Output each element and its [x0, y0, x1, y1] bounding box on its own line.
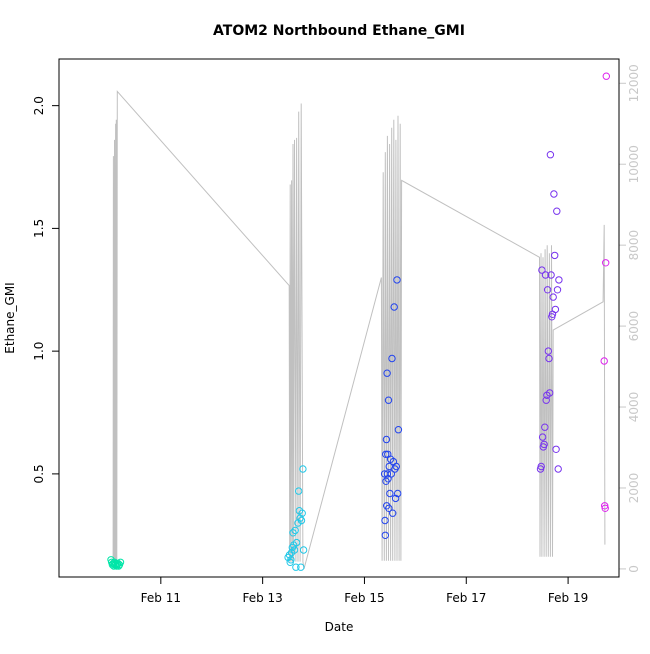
- data-point: [538, 433, 547, 441]
- data-point: [394, 489, 402, 498]
- data-point: [549, 293, 557, 301]
- data-point: [393, 276, 401, 284]
- data-point: [601, 504, 609, 512]
- data-point: [553, 207, 561, 215]
- data-point: [543, 286, 552, 294]
- series-1: [107, 556, 125, 570]
- x-tick-label: Feb 15: [344, 591, 384, 605]
- series-4: [536, 151, 563, 473]
- data-point: [542, 396, 550, 404]
- x-tick-label: Feb 17: [446, 591, 486, 605]
- x-tick-label: Feb 19: [548, 591, 588, 605]
- data-point: [602, 72, 610, 80]
- y2-tick-label: 6000: [627, 311, 641, 342]
- data-point: [115, 562, 123, 570]
- data-point: [541, 423, 549, 431]
- data-point: [295, 487, 303, 495]
- data-point: [540, 440, 548, 449]
- x-tick-label: Feb 13: [242, 591, 282, 605]
- data-point: [381, 531, 389, 539]
- data-point: [292, 563, 300, 571]
- data-point: [554, 465, 562, 473]
- data-point: [550, 190, 558, 198]
- data-point: [382, 435, 391, 444]
- data-point: [388, 354, 396, 363]
- altitude-line: [112, 90, 606, 570]
- data-point: [394, 426, 403, 434]
- data-point: [551, 305, 560, 314]
- data-point: [383, 502, 391, 510]
- y2-tick-label: 2000: [627, 473, 641, 504]
- y-tick-label: 0.5: [32, 464, 46, 483]
- data-point: [602, 259, 610, 267]
- data-point: [552, 445, 560, 453]
- data-point: [285, 551, 294, 559]
- data-point: [292, 538, 301, 547]
- data-point: [545, 354, 553, 363]
- data-point: [390, 303, 398, 311]
- points-layer: [107, 72, 610, 571]
- series-5: [600, 72, 610, 512]
- data-point: [287, 556, 295, 564]
- data-point: [541, 271, 550, 279]
- y2-tick-label: 0: [627, 565, 641, 573]
- data-point: [553, 286, 562, 294]
- data-point: [289, 529, 297, 537]
- data-point: [297, 516, 306, 525]
- data-point: [551, 251, 559, 260]
- data-point: [297, 563, 305, 571]
- data-point: [382, 450, 390, 458]
- data-point: [544, 347, 552, 355]
- y-tick-label: 1.5: [32, 219, 46, 238]
- y2-tick-label: 12000: [627, 64, 641, 102]
- data-point: [382, 477, 390, 485]
- data-point: [385, 504, 393, 512]
- y2-tick-label: 10000: [627, 145, 641, 183]
- data-point: [290, 546, 299, 554]
- y-axis-label: Ethane_GMI: [3, 282, 17, 353]
- series-2: [284, 465, 308, 571]
- altitude-layer: [112, 90, 606, 570]
- x-axis-label: Date: [325, 620, 354, 634]
- chart-title: ATOM2 Northbound Ethane_GMI: [213, 23, 465, 39]
- data-point: [384, 396, 393, 404]
- y-tick-label: 2.0: [32, 96, 46, 115]
- data-point: [555, 276, 563, 284]
- data-point: [298, 509, 306, 517]
- y-tick-label: 1.0: [32, 342, 46, 361]
- data-point: [291, 526, 299, 535]
- data-point: [538, 266, 546, 274]
- data-point: [299, 465, 307, 473]
- data-point: [383, 369, 391, 377]
- data-point: [546, 151, 555, 159]
- data-point: [299, 546, 308, 554]
- series-3: [380, 276, 403, 539]
- data-point: [383, 470, 392, 478]
- data-point: [537, 462, 545, 471]
- y2-tick-label: 8000: [627, 230, 641, 261]
- data-point: [600, 357, 608, 365]
- data-point: [387, 470, 395, 478]
- data-point: [391, 494, 400, 503]
- data-point: [381, 516, 389, 525]
- x-tick-label: Feb 11: [141, 591, 181, 605]
- data-point: [392, 462, 400, 471]
- data-point: [389, 509, 397, 517]
- data-point: [386, 489, 394, 498]
- plot-frame: [58, 58, 620, 578]
- y2-tick-label: 4000: [627, 392, 641, 423]
- data-point: [116, 558, 125, 566]
- data-point: [547, 271, 555, 279]
- data-point: [546, 389, 554, 397]
